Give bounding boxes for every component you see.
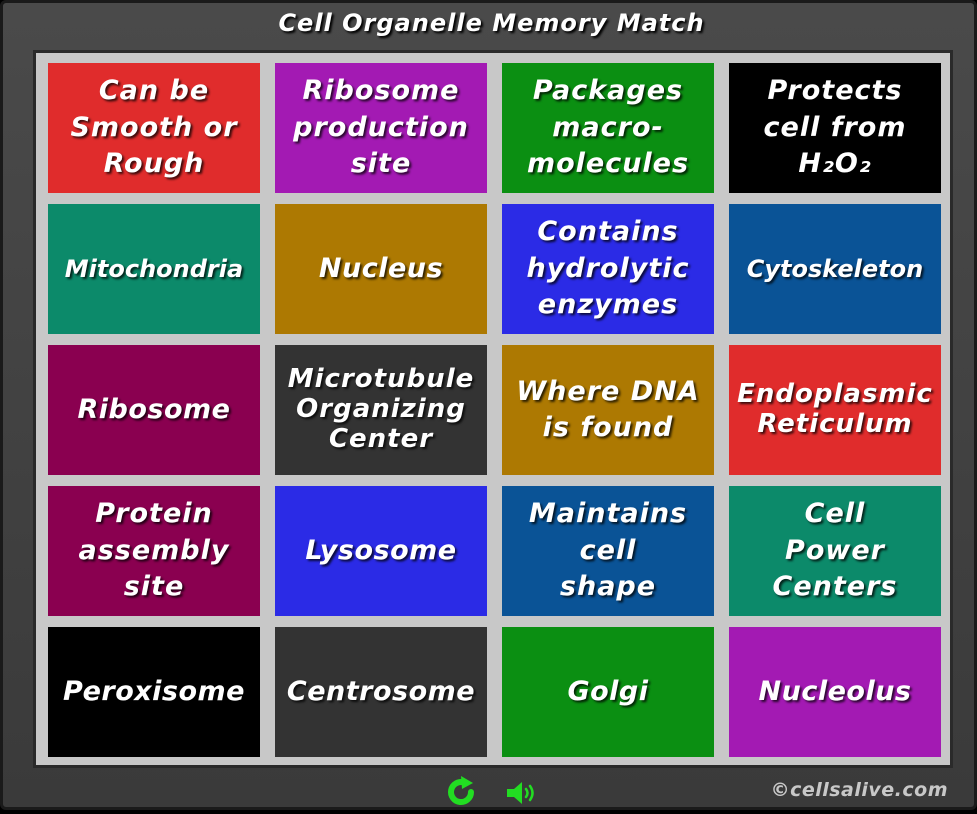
card[interactable]: Centrosome — [275, 627, 487, 757]
card-label: Lysosome — [305, 533, 456, 569]
card-label: Microtubule Organizing Center — [288, 365, 475, 455]
card-label: Nucleus — [319, 251, 443, 287]
game-title: Cell Organelle Memory Match — [3, 9, 977, 37]
card[interactable]: Microtubule Organizing Center — [275, 345, 487, 475]
card-label: Endoplasmic Reticulum — [737, 380, 933, 440]
card[interactable]: Peroxisome — [48, 627, 260, 757]
card-label: Where DNA is found — [516, 374, 699, 447]
speaker-icon — [505, 780, 541, 806]
card[interactable]: Lysosome — [275, 486, 487, 616]
card[interactable]: Nucleolus — [729, 627, 941, 757]
card[interactable]: Protein assembly site — [48, 486, 260, 616]
card-label: Contains hydrolytic enzymes — [526, 214, 689, 323]
card[interactable]: Endoplasmic Reticulum — [729, 345, 941, 475]
card[interactable]: Maintains cell shape — [502, 486, 714, 616]
card[interactable]: Can be Smooth or Rough — [48, 63, 260, 193]
card[interactable]: Nucleus — [275, 204, 487, 334]
card-label: Golgi — [567, 674, 648, 710]
game-board: Can be Smooth or Rough Ribosome producti… — [33, 50, 953, 768]
card[interactable]: Cell Power Centers — [729, 486, 941, 616]
card[interactable]: Mitochondria — [48, 204, 260, 334]
card-label: Protein assembly site — [79, 496, 230, 605]
restart-icon — [444, 775, 478, 809]
restart-button[interactable] — [444, 775, 478, 809]
card[interactable]: Golgi — [502, 627, 714, 757]
card-grid: Can be Smooth or Rough Ribosome producti… — [48, 63, 941, 757]
sound-button[interactable] — [505, 780, 541, 806]
card-label: Maintains cell shape — [529, 496, 687, 605]
card[interactable]: Ribosome production site — [275, 63, 487, 193]
card[interactable]: Protects cell from H₂O₂ — [729, 63, 941, 193]
card-label: Cell Power Centers — [773, 496, 898, 605]
card-label: Can be Smooth or Rough — [70, 73, 237, 182]
card-label: Nucleolus — [759, 674, 912, 710]
card[interactable]: Contains hydrolytic enzymes — [502, 204, 714, 334]
card[interactable]: Ribosome — [48, 345, 260, 475]
card[interactable]: Where DNA is found — [502, 345, 714, 475]
card-label: Mitochondria — [65, 253, 243, 285]
card-label: Packages macro- molecules — [527, 73, 689, 182]
card-label: Cytoskeleton — [747, 253, 923, 285]
card-label: Centrosome — [287, 674, 475, 710]
card-label: Peroxisome — [63, 674, 245, 710]
card-label: Ribosome production site — [293, 73, 469, 182]
card-label: Ribosome — [78, 392, 231, 428]
card[interactable]: Cytoskeleton — [729, 204, 941, 334]
copyright-text: ©cellsalive.com — [771, 779, 948, 801]
footer-bar: ©cellsalive.com — [3, 771, 977, 811]
card-label: Protects cell from H₂O₂ — [764, 73, 907, 182]
card[interactable]: Packages macro- molecules — [502, 63, 714, 193]
